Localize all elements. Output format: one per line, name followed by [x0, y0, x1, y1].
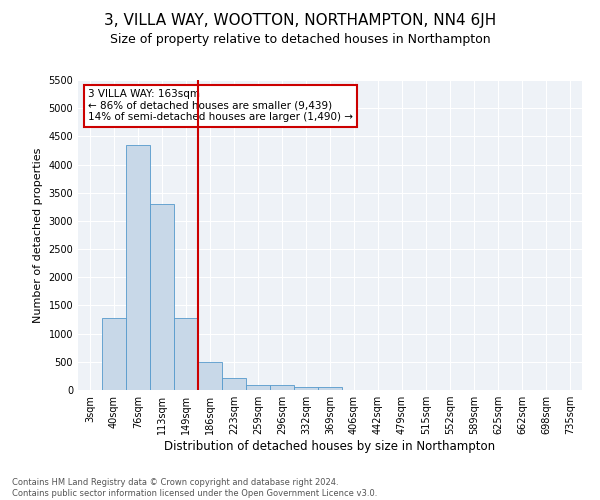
Text: Contains HM Land Registry data © Crown copyright and database right 2024.
Contai: Contains HM Land Registry data © Crown c…: [12, 478, 377, 498]
Bar: [294, 387, 318, 390]
Bar: [246, 384, 270, 390]
Text: 3, VILLA WAY, WOOTTON, NORTHAMPTON, NN4 6JH: 3, VILLA WAY, WOOTTON, NORTHAMPTON, NN4 …: [104, 12, 496, 28]
Bar: [126, 145, 150, 390]
Bar: [174, 318, 198, 390]
Text: Size of property relative to detached houses in Northampton: Size of property relative to detached ho…: [110, 32, 490, 46]
Bar: [270, 386, 294, 390]
Bar: [318, 387, 342, 390]
Bar: [102, 318, 126, 390]
Bar: [150, 204, 174, 390]
Bar: [198, 362, 222, 390]
Y-axis label: Number of detached properties: Number of detached properties: [33, 148, 43, 322]
Bar: [222, 378, 246, 390]
Text: 3 VILLA WAY: 163sqm
← 86% of detached houses are smaller (9,439)
14% of semi-det: 3 VILLA WAY: 163sqm ← 86% of detached ho…: [88, 90, 353, 122]
X-axis label: Distribution of detached houses by size in Northampton: Distribution of detached houses by size …: [164, 440, 496, 453]
